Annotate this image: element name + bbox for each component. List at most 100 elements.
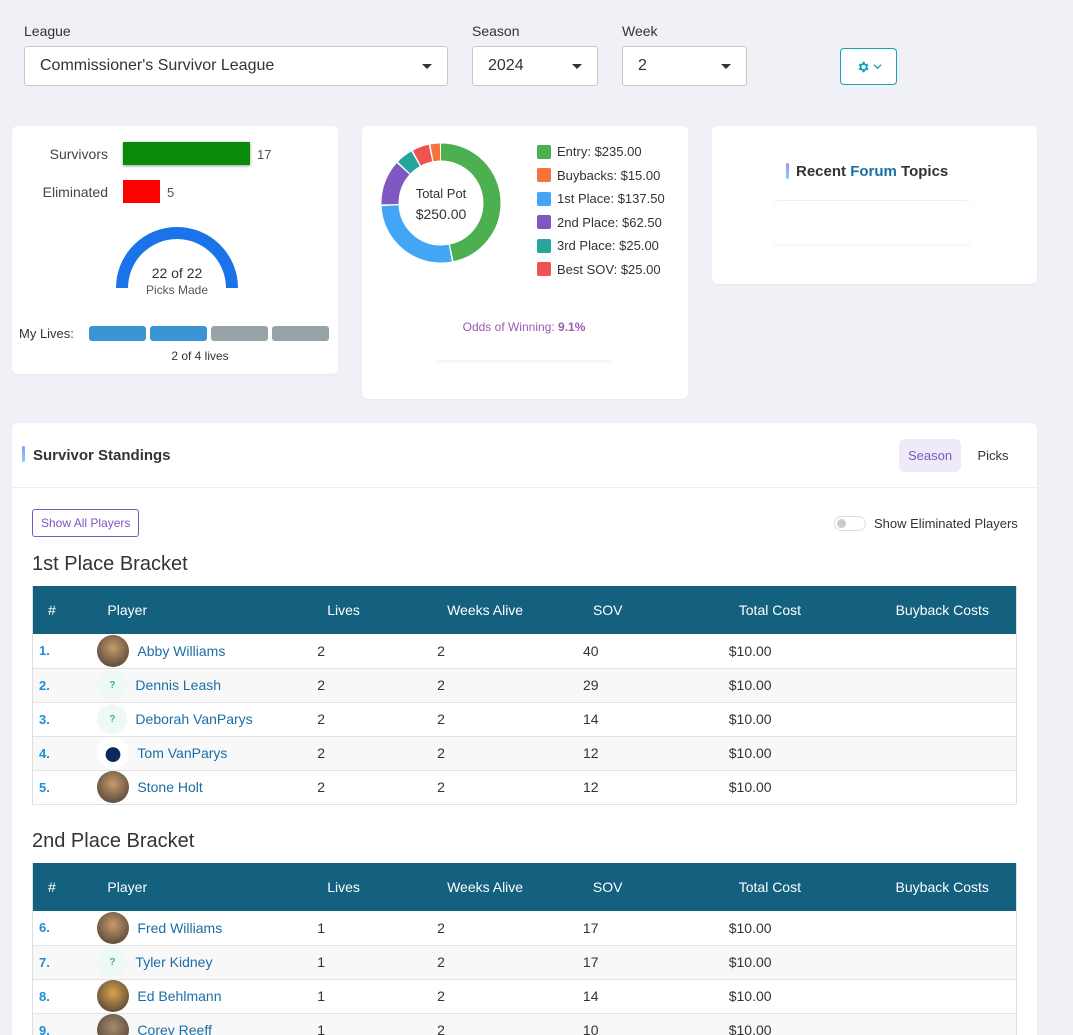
avatar (97, 771, 130, 803)
lives-cell: 1 (317, 954, 326, 970)
lives-cell: 1 (317, 919, 326, 936)
eliminated-count: 5 (167, 185, 175, 200)
avatar (97, 1014, 130, 1035)
entry-slice (381, 143, 501, 263)
player-name-link[interactable]: Tyler Kidney (135, 954, 213, 970)
bracket-1-table: # Player Lives Weeks Alive SOV Total Cost Buyb… (32, 586, 1017, 805)
standings-card: Survivor Standings Season Picks Show All… (12, 423, 1037, 1035)
player-name-link[interactable]: Deborah VanParys (135, 711, 253, 727)
player-cell: Corey Reeff (97, 1013, 317, 1035)
legend-swatch (537, 262, 551, 276)
player-name-link[interactable]: Ed Behlmann (137, 988, 222, 1004)
lives-cell: 2 (317, 711, 326, 727)
column-header[interactable]: Lives (327, 879, 360, 895)
forum-title-accent (786, 163, 789, 179)
forum-title-suffix: Topics (901, 163, 949, 180)
buyback-cell (886, 634, 1017, 668)
bracket-2-title: 2nd Place Bracket (32, 830, 195, 852)
column-header[interactable]: Player (107, 602, 148, 618)
weeks-cell: 2 (437, 779, 445, 795)
chevron-down-icon (872, 64, 882, 70)
legend-item: 1st Place: $137.50 (537, 191, 665, 206)
cost-cell: $10.00 (728, 745, 772, 761)
player-cell: Ed Behlmann (97, 979, 317, 1013)
player-cell: ? Tyler Kidney (97, 945, 317, 979)
life-active (150, 326, 207, 341)
show-all-players-button[interactable]: Show All Players (32, 509, 140, 537)
legend-swatch (537, 144, 551, 159)
lives-text: 2 of 4 lives (171, 349, 229, 363)
column-header[interactable]: SOV (592, 879, 623, 895)
column-header[interactable]: # (48, 879, 56, 895)
week-select[interactable]: 2 (622, 46, 747, 86)
column-header[interactable]: Weeks Alive (447, 879, 524, 895)
life-active (89, 326, 146, 341)
league-label: League (24, 23, 71, 39)
player-name-link[interactable]: Abby Williams (137, 642, 226, 659)
table-row: 9. Corey Reeff 1 2 10 $10.00 (32, 1013, 1017, 1035)
player-name-link[interactable]: Tom VanParys (137, 745, 228, 761)
legend-item: 2nd Place: $62.50 (537, 215, 662, 230)
legend-item: Best SOV: $25.00 (537, 262, 661, 277)
standings-title: Survivor Standings (33, 447, 171, 464)
avatar-placeholder-icon: ? (97, 947, 128, 977)
settings-button[interactable] (840, 48, 897, 85)
chevron-down-icon (572, 63, 582, 69)
column-header[interactable]: # (48, 602, 56, 618)
legend-item: 3rd Place: $25.00 (537, 238, 659, 253)
legend-swatch (537, 191, 551, 206)
toggle-knob (837, 519, 846, 528)
team-logo-avatar (97, 737, 130, 769)
weeks-cell: 2 (437, 642, 445, 659)
weeks-cell: 2 (437, 988, 445, 1004)
legend-label: 1st Place: $137.50 (557, 191, 665, 206)
column-header[interactable]: Total Cost (738, 602, 802, 618)
legend-swatch (537, 215, 551, 229)
column-header[interactable]: Player (107, 879, 148, 895)
survivors-count: 17 (257, 147, 272, 162)
table-row: 6. Fred Williams 1 2 17 $10.00 (32, 911, 1017, 945)
eliminated-label: Eliminated (42, 184, 108, 200)
player-name-link[interactable]: Stone Holt (137, 779, 203, 795)
avatar (97, 980, 130, 1012)
column-header[interactable]: SOV (592, 602, 623, 618)
table-row: 5. Stone Holt 2 2 12 $10.00 (32, 770, 1017, 804)
forum-link[interactable]: Forum (850, 163, 897, 180)
life-lost (211, 326, 268, 341)
buyback-cell (886, 945, 1017, 979)
table-row: 1. Abby Williams 2 2 40 $10.00 (32, 634, 1017, 668)
rank-cell: 5. (39, 779, 50, 795)
legend-label: Entry: $235.00 (557, 144, 642, 159)
column-header[interactable]: Weeks Alive (447, 602, 524, 618)
player-cell: Stone Holt (97, 770, 317, 804)
column-header[interactable]: Lives (327, 602, 360, 618)
table-row: 4. Tom VanParys 2 2 12 $10.00 (32, 736, 1017, 770)
player-name-link[interactable]: Fred Williams (137, 919, 223, 936)
lives-cell: 2 (317, 779, 326, 795)
buyback-cell (886, 770, 1017, 804)
player-name-link[interactable]: Dennis Leash (135, 677, 222, 693)
legend-item: Buybacks: $15.00 (537, 168, 660, 183)
pot-donut-chart (381, 143, 501, 263)
legend-label: Buybacks: $15.00 (557, 167, 661, 183)
league-select[interactable]: Commissioner's Survivor League (24, 46, 448, 86)
eliminated-toggle[interactable] (834, 516, 866, 531)
lives-cell: 2 (317, 677, 326, 693)
avatar-placeholder-icon: ? (97, 670, 128, 700)
table-row: 2.? Dennis Leash 2 2 29 $10.00 (32, 668, 1017, 702)
season-select[interactable]: 2024 (472, 46, 598, 86)
cost-cell: $10.00 (728, 642, 772, 659)
pot-card: Total Pot $250.00 Odds of Winning: 9.1% … (362, 126, 688, 399)
column-header[interactable]: Total Cost (738, 879, 801, 895)
sov-cell: 14 (582, 988, 599, 1004)
tab-season[interactable]: Season (899, 439, 961, 472)
player-name-link[interactable]: Corey Reeff (137, 1022, 212, 1035)
table-row: 8. Ed Behlmann 1 2 14 $10.00 (32, 979, 1017, 1013)
tab-picks[interactable]: Picks (977, 448, 1009, 463)
table-row: 7.? Tyler Kidney 1 2 17 $10.00 (32, 945, 1017, 979)
weeks-cell: 2 (437, 677, 445, 693)
column-header[interactable]: Buyback Costs (895, 879, 989, 895)
forum-card: Recent Forum Topics (712, 126, 1037, 284)
column-header[interactable]: Buyback Costs (895, 602, 989, 618)
rank-cell: 3. (39, 711, 50, 727)
